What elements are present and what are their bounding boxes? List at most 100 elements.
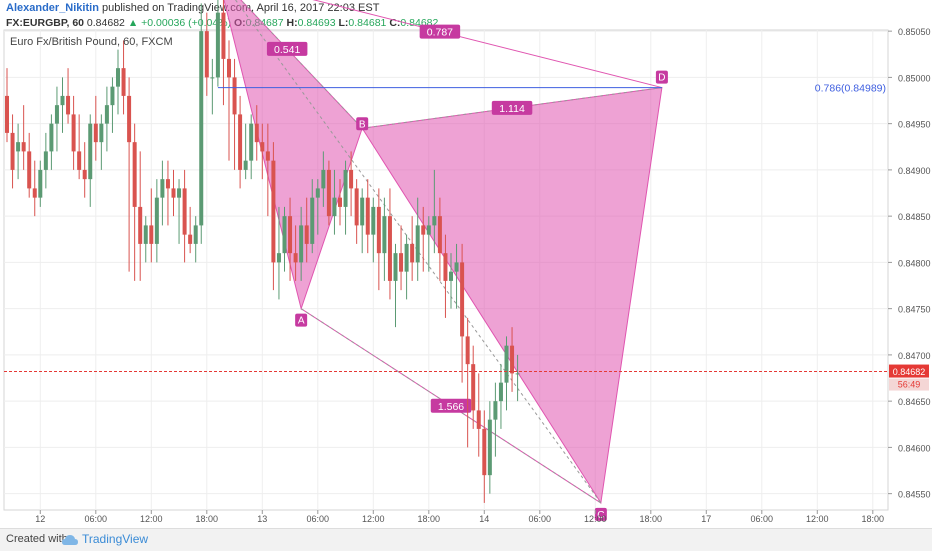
candle-body (460, 262, 465, 337)
ratio-ac-box (430, 398, 472, 413)
candle-body (426, 225, 431, 235)
x-tick-label: 18:00 (640, 514, 663, 524)
x-tick-label: 18:00 (196, 514, 219, 524)
y-tick-label: 0.84750 (898, 305, 931, 315)
candle-body (127, 95, 132, 143)
candle-body (38, 169, 43, 198)
ratio-xab: 0.541 (274, 44, 300, 56)
candle-body (338, 197, 342, 207)
grid-lines (4, 30, 888, 510)
price-axis[interactable]: 0.84550 0.84600 0.84650 0.84700 0.84750 0.848… (888, 0, 931, 500)
candle-body (249, 123, 254, 161)
candle-body (132, 142, 137, 207)
candle-body (188, 234, 193, 244)
candle-body (154, 197, 159, 244)
candle-body (432, 216, 437, 226)
candle-body (271, 160, 276, 263)
candle-body (143, 225, 148, 244)
candle-body (182, 188, 187, 235)
candle-body (149, 225, 154, 244)
y-tick-label: 0.84850 (898, 212, 931, 222)
candle-body (299, 225, 304, 263)
countdown-box (889, 378, 929, 391)
candle-body (387, 216, 392, 281)
candle-body (121, 68, 126, 96)
candle-body (326, 169, 331, 217)
point-b-label-box (356, 117, 369, 131)
candle-body (43, 151, 48, 170)
point-a-label-box (295, 313, 308, 327)
candle-body (371, 206, 376, 235)
x-tick-label: 06:00 (307, 514, 330, 524)
candle-body (360, 197, 365, 226)
candle-body (482, 428, 487, 476)
candle-body (77, 151, 82, 170)
brand-name[interactable]: TradingView (82, 532, 149, 546)
overlay: 0.786(0.84989) (4, 83, 888, 373)
low-value: 0.84681 (348, 17, 387, 29)
cloud-logo-icon (62, 535, 78, 545)
candle-body (227, 58, 231, 78)
candle-body (399, 253, 404, 272)
candle-body (199, 31, 204, 226)
candle-body (382, 216, 387, 254)
candle-body (16, 142, 21, 152)
x-tick-label: 12:00 (362, 514, 385, 524)
candle-body (116, 68, 120, 87)
candle-body (99, 123, 104, 143)
y-tick-label: 0.84900 (898, 166, 931, 176)
candle-body (71, 114, 76, 152)
point-c-label-box (594, 507, 607, 521)
candle-body (376, 206, 381, 254)
candle-body (177, 188, 182, 198)
x-tick-label: 18:00 (862, 514, 885, 524)
level-label: 0.786(0.84989) (815, 83, 886, 95)
candle-body (60, 95, 65, 106)
candle-body (210, 77, 215, 79)
candle-body (193, 225, 198, 244)
candle-body (10, 132, 15, 170)
ratio-bd: 1.114 (499, 103, 525, 115)
candle-body (465, 336, 470, 365)
x-tick-label: 18:00 (418, 514, 441, 524)
candle-body (254, 123, 259, 143)
x-tick-label: 06:00 (85, 514, 108, 524)
candle-body (215, 12, 220, 78)
high-value: 0.84693 (297, 17, 336, 29)
y-tick-label: 0.85050 (898, 27, 931, 37)
candle-body (32, 188, 37, 198)
candle-body (471, 364, 476, 411)
y-tick-label: 0.84950 (898, 120, 931, 130)
candle-body (493, 401, 498, 420)
candle-body (88, 123, 93, 180)
time-axis[interactable]: 12 06:00 12:00 18:00 13 06:00 12:00 18:00 14 06:0… (35, 510, 884, 524)
author-name[interactable]: Alexander_Nikitin (6, 2, 99, 14)
candle-body (293, 253, 298, 263)
y-tick-label: 0.84600 (898, 443, 931, 453)
candle-body (304, 225, 309, 244)
x-tick-label: 12:00 (806, 514, 829, 524)
candle-body (421, 225, 426, 235)
point-c-label: C (597, 510, 604, 521)
x-tick-label: 06:00 (529, 514, 552, 524)
candle-body (82, 169, 87, 180)
candle-body (221, 12, 226, 59)
candle-body (504, 345, 509, 383)
y-tick-label: 0.84700 (898, 351, 931, 361)
candle-body (315, 188, 320, 198)
candle-body (476, 410, 481, 429)
last-price-box (889, 364, 929, 378)
ratio-xab-box (266, 41, 308, 56)
price-change: ▲ +0.00036 (+0.04%) (127, 17, 232, 29)
candle-body (110, 86, 115, 106)
candle-body (510, 345, 515, 374)
candle-body (138, 206, 143, 244)
candle-body (276, 253, 281, 263)
candle-body (27, 151, 32, 189)
candle-body (415, 225, 420, 263)
ratio-xbd: 0.787 (427, 27, 453, 39)
high-label: H: (286, 17, 298, 29)
point-a-label: A (298, 316, 305, 327)
